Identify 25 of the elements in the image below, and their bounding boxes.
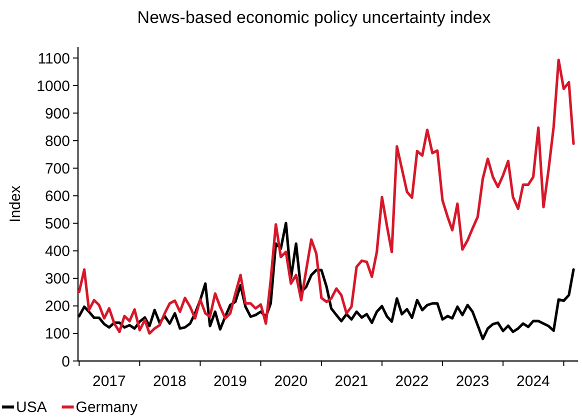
y-tick-label: 100 xyxy=(44,326,70,343)
x-tick-label: 2018 xyxy=(153,373,186,390)
y-tick-label: 900 xyxy=(44,105,70,122)
y-tick-label: 400 xyxy=(44,243,70,260)
x-tick-label: 2017 xyxy=(92,373,126,390)
x-tick-label: 2024 xyxy=(516,373,550,390)
x-tick-label: 2020 xyxy=(274,373,308,390)
x-tick-label: 2022 xyxy=(395,373,429,390)
legend-label: Germany xyxy=(76,399,138,416)
y-tick-label: 800 xyxy=(44,132,70,150)
x-tick-label: 2019 xyxy=(214,373,247,390)
x-tick-label: 2021 xyxy=(334,373,368,390)
y-tick-label: 1000 xyxy=(36,78,70,95)
x-tick-label: 2023 xyxy=(456,373,490,390)
y-tick-label: 200 xyxy=(44,298,70,316)
y-tick-label: 300 xyxy=(44,270,70,288)
line-series xyxy=(78,58,575,335)
y-tick-label: 0 xyxy=(62,353,70,370)
y-tick-label: 600 xyxy=(44,188,70,205)
chart-title: News-based economic policy uncertainty index xyxy=(137,8,492,27)
legend-label: USA xyxy=(16,399,47,416)
y-tick-label: 1100 xyxy=(38,50,70,68)
y-tick-label: 700 xyxy=(44,160,70,178)
y-tick-label: 500 xyxy=(44,216,70,233)
y-axis-title: Index xyxy=(7,185,24,222)
